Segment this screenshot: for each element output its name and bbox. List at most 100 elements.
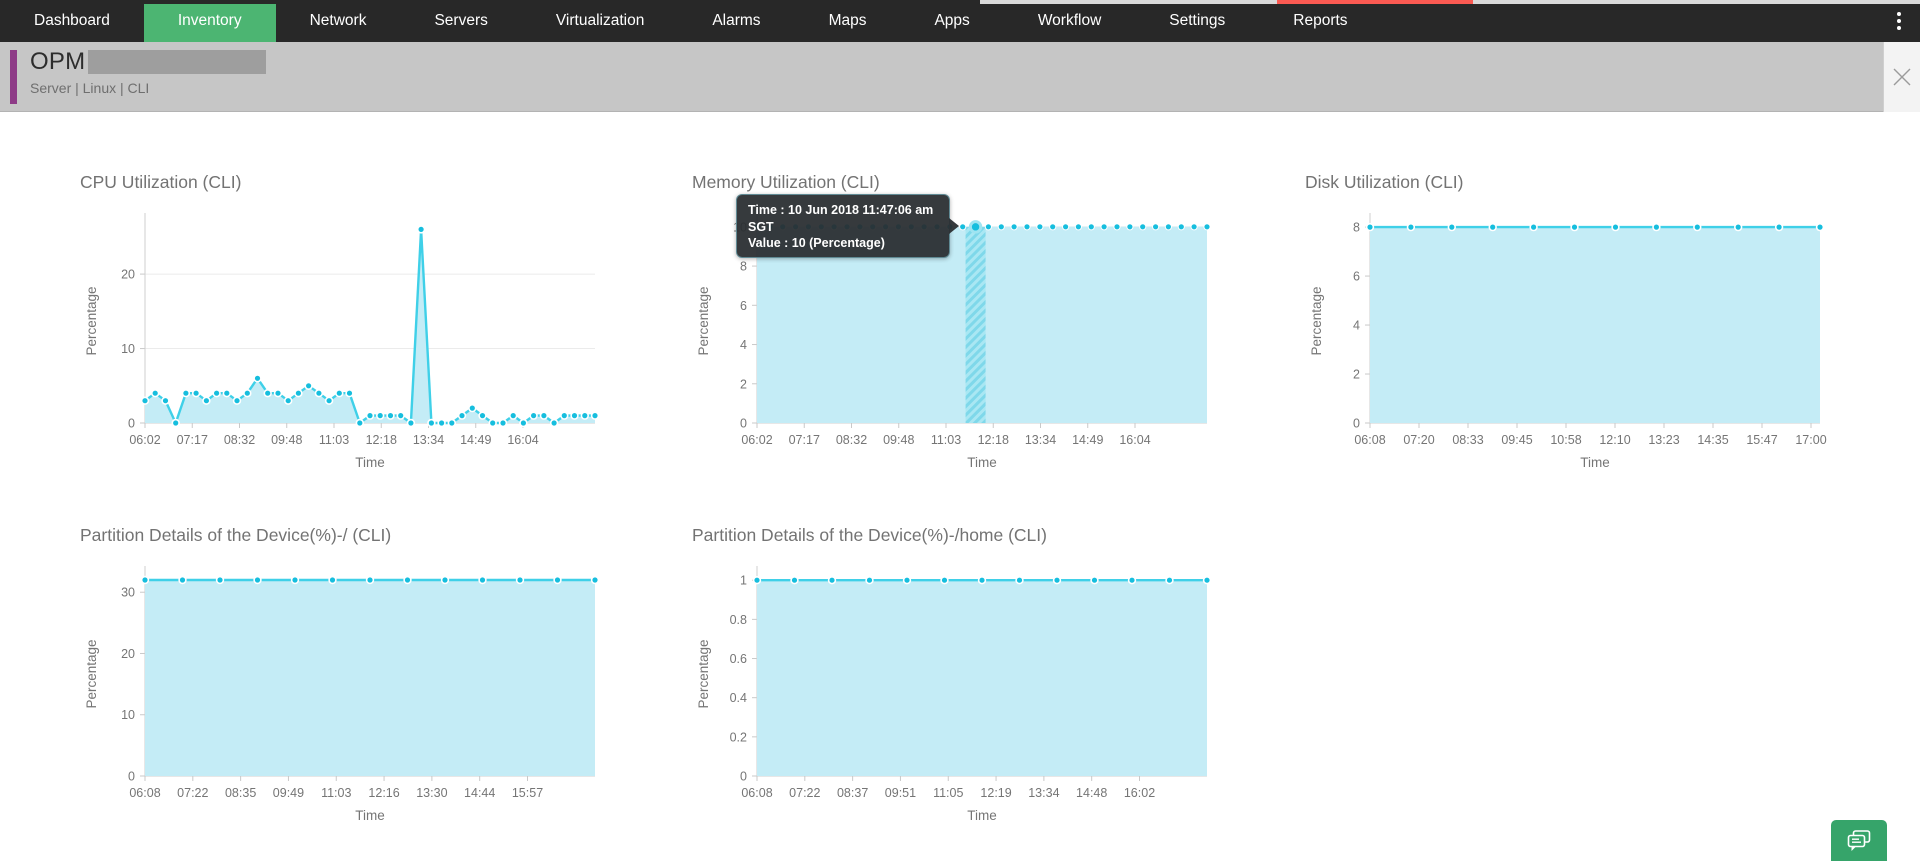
nav-tab-settings[interactable]: Settings xyxy=(1169,12,1226,29)
chart-memory-utilization: Memory Utilization (CLI) 024681006:0207:… xyxy=(692,172,1222,492)
svg-text:6: 6 xyxy=(740,299,747,313)
chart-plot-area[interactable]: 024681006:0207:1708:3209:4811:0312:1813:… xyxy=(692,203,1222,475)
hovered-data-point xyxy=(968,220,983,234)
svg-text:0.4: 0.4 xyxy=(730,691,747,705)
svg-text:07:17: 07:17 xyxy=(789,433,820,447)
svg-text:20: 20 xyxy=(121,268,135,282)
svg-text:30: 30 xyxy=(121,586,135,600)
svg-text:14:49: 14:49 xyxy=(1072,433,1103,447)
device-name-redacted-block xyxy=(88,50,267,74)
svg-text:0: 0 xyxy=(128,770,135,784)
svg-text:Time: Time xyxy=(355,455,385,470)
nav-tab-network[interactable]: Network xyxy=(309,12,367,29)
svg-text:06:08: 06:08 xyxy=(741,786,772,800)
svg-text:0.2: 0.2 xyxy=(730,730,747,744)
nav-tab-maps[interactable]: Maps xyxy=(828,12,867,29)
device-subtitle: Server | Linux | CLI xyxy=(30,80,150,96)
svg-text:20: 20 xyxy=(121,647,135,661)
svg-text:Percentage: Percentage xyxy=(696,639,711,708)
svg-text:8: 8 xyxy=(740,260,747,274)
svg-text:0: 0 xyxy=(1353,417,1360,431)
svg-text:06:02: 06:02 xyxy=(129,433,160,447)
chart-title: Partition Details of the Device(%)-/home… xyxy=(692,525,1047,545)
svg-text:07:22: 07:22 xyxy=(177,786,208,800)
svg-text:13:34: 13:34 xyxy=(413,433,444,447)
svg-text:16:04: 16:04 xyxy=(1119,433,1150,447)
svg-text:11:03: 11:03 xyxy=(931,433,961,447)
svg-text:07:20: 07:20 xyxy=(1403,433,1434,447)
svg-text:08:33: 08:33 xyxy=(1452,433,1483,447)
nav-tab-virtualization[interactable]: Virtualization xyxy=(555,12,645,29)
svg-text:0: 0 xyxy=(128,417,135,431)
svg-text:2: 2 xyxy=(1353,368,1360,382)
chart-plot-area[interactable]: 0 10 20 30 06:08 07:22 08:35 09:49 11:03 12:16 13:… xyxy=(80,556,610,828)
live-chat-button[interactable] xyxy=(1831,820,1887,861)
svg-text:13:23: 13:23 xyxy=(1648,433,1679,447)
chart-title: Memory Utilization (CLI) xyxy=(692,172,880,192)
close-button[interactable] xyxy=(1883,42,1920,112)
svg-text:11:03: 11:03 xyxy=(321,786,351,800)
nav-tabs: Dashboard Inventory Network Servers Virtuali… xyxy=(0,0,1920,42)
svg-text:13:30: 13:30 xyxy=(416,786,447,800)
svg-text:Percentage: Percentage xyxy=(84,286,99,355)
tooltip-arrow xyxy=(949,218,959,234)
svg-text:10: 10 xyxy=(121,708,135,722)
svg-text:14:35: 14:35 xyxy=(1697,433,1728,447)
svg-text:Percentage: Percentage xyxy=(696,286,711,355)
kebab-menu-icon[interactable] xyxy=(1886,0,1912,42)
svg-text:13:34: 13:34 xyxy=(1025,433,1056,447)
tooltip-timezone-line: SGT xyxy=(748,219,774,234)
chart-plot-area[interactable]: 0 0.2 0.4 0.6 0.8 1 06:08 07:22 08:37 09:51 11:05 1… xyxy=(692,556,1222,828)
chart-title: CPU Utilization (CLI) xyxy=(80,172,242,192)
svg-text:11:05: 11:05 xyxy=(933,786,963,800)
nav-tab-dashboard[interactable]: Dashboard xyxy=(34,12,110,29)
svg-text:07:22: 07:22 xyxy=(789,786,820,800)
svg-text:Percentage: Percentage xyxy=(1309,286,1324,355)
chart-cpu-utilization: CPU Utilization (CLI) 0 10 20 06:02 07:17 08:… xyxy=(80,172,610,492)
svg-text:Time: Time xyxy=(967,455,997,470)
svg-text:12:18: 12:18 xyxy=(366,433,397,447)
device-title: OPM xyxy=(30,48,86,75)
svg-text:15:47: 15:47 xyxy=(1746,433,1777,447)
svg-text:12:10: 12:10 xyxy=(1599,433,1630,447)
chart-title: Partition Details of the Device(%)-/ (CL… xyxy=(80,525,392,545)
nav-tab-apps[interactable]: Apps xyxy=(934,12,970,29)
svg-text:0: 0 xyxy=(740,417,747,431)
close-icon xyxy=(1893,68,1911,86)
svg-text:Percentage: Percentage xyxy=(84,639,99,708)
nav-tab-inventory[interactable]: Inventory xyxy=(143,0,276,42)
svg-text:09:45: 09:45 xyxy=(1501,433,1532,447)
chat-icon xyxy=(1847,829,1871,851)
svg-text:4: 4 xyxy=(740,338,747,352)
loading-bar-red xyxy=(1277,0,1473,4)
svg-text:08:35: 08:35 xyxy=(225,786,256,800)
nav-tab-servers[interactable]: Servers xyxy=(434,12,488,29)
nav-tab-alarms[interactable]: Alarms xyxy=(712,12,761,29)
svg-text:14:49: 14:49 xyxy=(460,433,491,447)
svg-text:15:57: 15:57 xyxy=(512,786,543,800)
svg-text:10: 10 xyxy=(121,342,135,356)
svg-text:8: 8 xyxy=(1353,221,1360,235)
svg-text:16:02: 16:02 xyxy=(1124,786,1155,800)
chart-plot-area[interactable]: 0 2 4 6 8 06:08 07:20 08:33 09:45 10:58 12:10 13:23… xyxy=(1305,203,1835,475)
hover-highlight-band xyxy=(965,226,986,423)
device-accent-bar xyxy=(10,50,17,104)
svg-text:12:19: 12:19 xyxy=(980,786,1011,800)
chart-plot-area[interactable]: 0 10 20 06:02 07:17 08:32 09:48 11:03 12:18 13:34… xyxy=(80,203,610,475)
svg-text:Time: Time xyxy=(1580,455,1610,470)
svg-text:14:44: 14:44 xyxy=(464,786,495,800)
svg-text:08:32: 08:32 xyxy=(224,433,255,447)
top-navigation-bar: Dashboard Inventory Network Servers Virtuali… xyxy=(0,0,1920,42)
svg-text:06:08: 06:08 xyxy=(1354,433,1385,447)
chart-disk-utilization: Disk Utilization (CLI) 0 2 4 6 8 06:08 07:20 08… xyxy=(1305,172,1835,492)
svg-text:0.8: 0.8 xyxy=(730,613,747,627)
svg-text:10:58: 10:58 xyxy=(1550,433,1581,447)
chart-title: Disk Utilization (CLI) xyxy=(1305,172,1464,192)
nav-tab-workflow[interactable]: Workflow xyxy=(1037,12,1102,29)
tooltip-value-line: Value : 10 (Percentage) xyxy=(748,236,885,250)
svg-text:0: 0 xyxy=(740,770,747,784)
svg-text:Time: Time xyxy=(355,808,385,823)
nav-tab-reports[interactable]: Reports xyxy=(1293,12,1348,29)
svg-text:11:03: 11:03 xyxy=(319,433,349,447)
svg-text:09:48: 09:48 xyxy=(883,433,914,447)
